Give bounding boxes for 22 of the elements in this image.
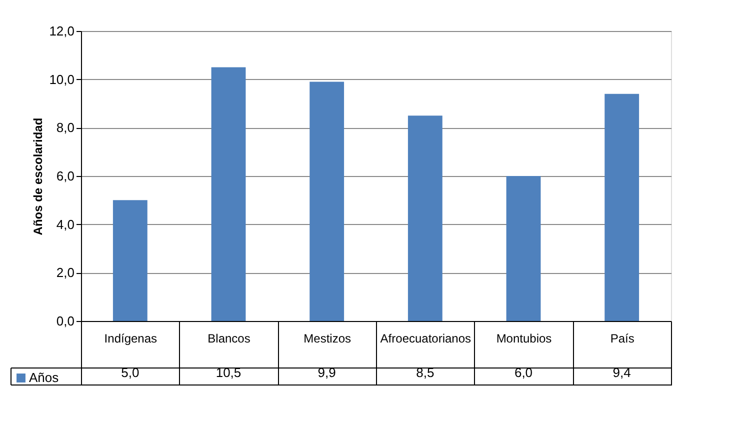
y-tick-label: 0,0 [56,314,74,328]
bar [112,200,148,321]
x-tick-label: Blancos [208,332,250,346]
y-tick-label: 4,0 [56,216,74,232]
x-tick-label: Indígenas [104,332,158,346]
legend-label: Años [29,370,60,385]
text: 9,4 [612,365,631,380]
y-tick-label: 8,0 [56,120,74,136]
bar [604,94,640,321]
x-tick-label: País [610,332,634,346]
bar [506,176,541,321]
y-tick-label: 12,0 [49,24,74,38]
bar [211,67,246,321]
y-tick-label: 2,0 [56,265,74,280]
y-axis-title: Años de escolaridad [31,118,46,236]
y-tick-label: 10,0 [49,72,74,87]
bar [408,116,442,321]
x-tick-label: Mestizos [304,332,352,346]
x-tick-label: Afroecuatorianos [380,332,472,346]
x-tick-label: Montubios [496,332,552,346]
bar [310,82,344,321]
y-tick-label: 6,0 [56,168,74,184]
